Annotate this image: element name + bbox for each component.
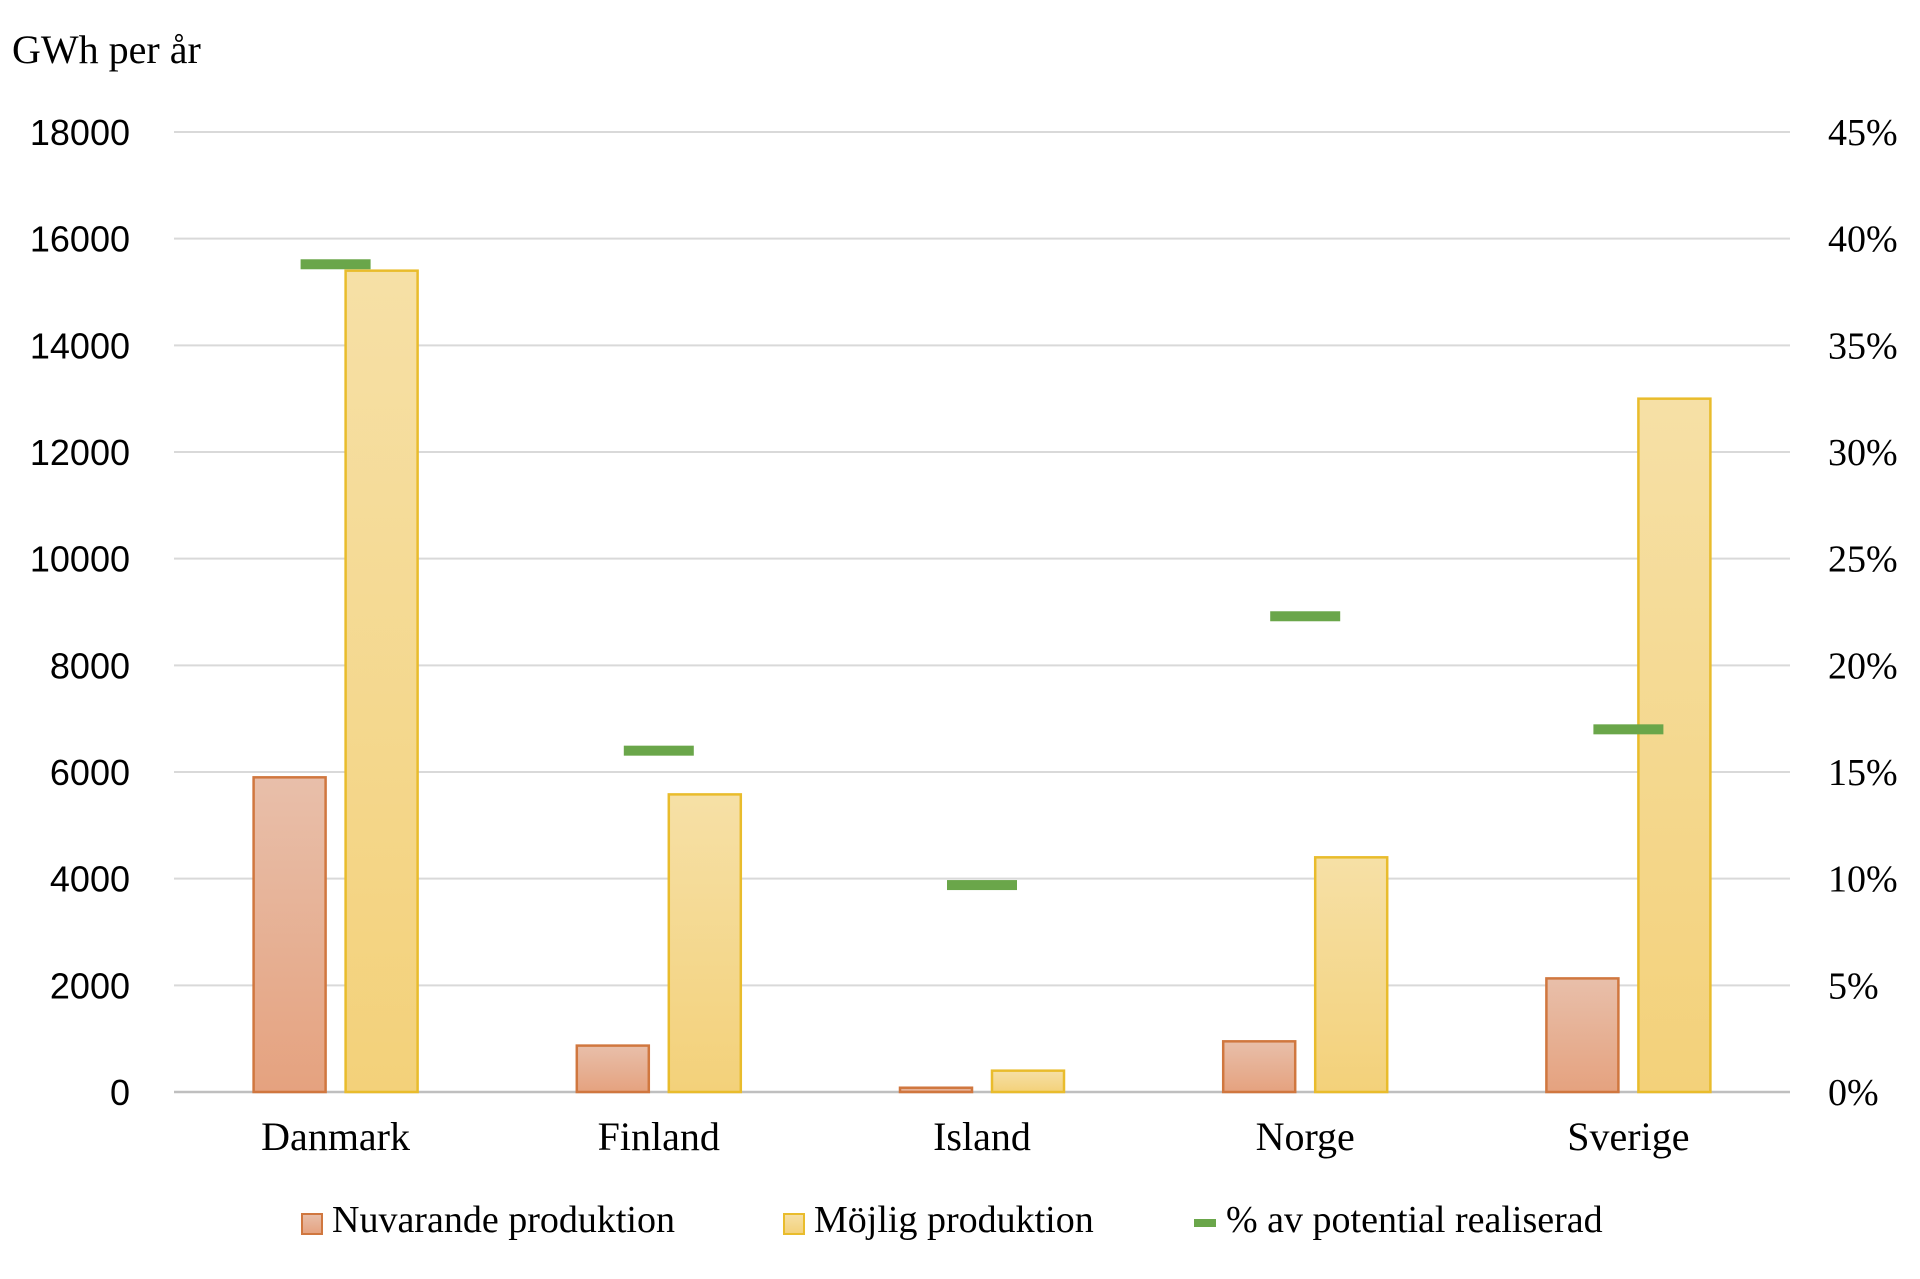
y2-tick-label: 20% <box>1828 645 1898 687</box>
y-tick-label: 16000 <box>30 219 130 260</box>
legend: Nuvarande produktion Möjlig produktion %… <box>301 1199 1603 1241</box>
bar-current-island <box>898 1086 974 1094</box>
y2-tick-label: 45% <box>1828 112 1898 154</box>
y2-tick-label: 30% <box>1828 432 1898 474</box>
y-axis-unit-label: GWh per år <box>12 27 201 72</box>
marker-percent-sverige <box>1593 724 1664 735</box>
bar-current-finland <box>575 1044 651 1094</box>
bar-possible-norge <box>1313 856 1389 1094</box>
y-tick-label: 6000 <box>50 752 130 793</box>
y-tick-label: 10000 <box>30 539 130 580</box>
legend-swatch-current <box>301 1213 323 1235</box>
y2-tick-label: 25% <box>1828 539 1898 581</box>
y-tick-label: 14000 <box>30 325 130 366</box>
legend-label-percent: % av potential realiserad <box>1226 1199 1603 1241</box>
x-tick-label: Island <box>933 1114 1031 1159</box>
gridlines <box>174 131 1790 1094</box>
marker-percent-finland <box>623 745 694 756</box>
y-tick-label: 18000 <box>30 112 130 153</box>
y2-tick-label: 10% <box>1828 859 1898 901</box>
y-tick-label: 12000 <box>30 432 130 473</box>
bar-current-norge <box>1221 1040 1297 1094</box>
bar-possible-island <box>990 1069 1066 1094</box>
legend-swatch-percent <box>1194 1219 1216 1227</box>
y-axis-ticks-left: 0 2000 4000 6000 8000 10000 12000 14000 16000 180… <box>30 112 130 1113</box>
y2-tick-label: 0% <box>1828 1072 1879 1114</box>
y-tick-label: 0 <box>110 1072 130 1113</box>
marker-percent-danmark <box>300 259 371 270</box>
bar-possible-finland <box>667 793 743 1094</box>
y-tick-label: 4000 <box>50 859 130 900</box>
x-tick-label: Sverige <box>1567 1114 1689 1159</box>
percentage-markers <box>300 259 1664 891</box>
y-tick-label: 8000 <box>50 645 130 686</box>
x-tick-label: Danmark <box>261 1114 410 1159</box>
y2-tick-label: 5% <box>1828 965 1879 1007</box>
x-tick-label: Norge <box>1256 1114 1355 1159</box>
y2-tick-label: 15% <box>1828 752 1898 794</box>
bar-possible-sverige <box>1637 397 1712 1094</box>
legend-label-current: Nuvarande produktion <box>332 1199 675 1241</box>
bar-current-sverige <box>1545 977 1620 1094</box>
y-axis-ticks-right: 0% 5% 10% 15% 20% 25% 30% 35% 40% 45% <box>1828 112 1898 1114</box>
y2-tick-label: 40% <box>1828 219 1898 261</box>
y2-tick-label: 35% <box>1828 325 1898 367</box>
y-tick-label: 2000 <box>50 965 130 1006</box>
marker-percent-norge <box>1270 611 1341 622</box>
legend-label-possible: Möjlig produktion <box>814 1199 1094 1241</box>
x-tick-label: Finland <box>598 1114 720 1159</box>
bar-current-danmark <box>252 776 327 1094</box>
bars <box>252 269 1712 1094</box>
bar-possible-danmark <box>344 269 419 1094</box>
legend-swatch-possible <box>783 1213 805 1235</box>
marker-percent-island <box>947 880 1017 891</box>
x-axis-categories: Danmark Finland Island Norge Sverige <box>261 1114 1689 1159</box>
